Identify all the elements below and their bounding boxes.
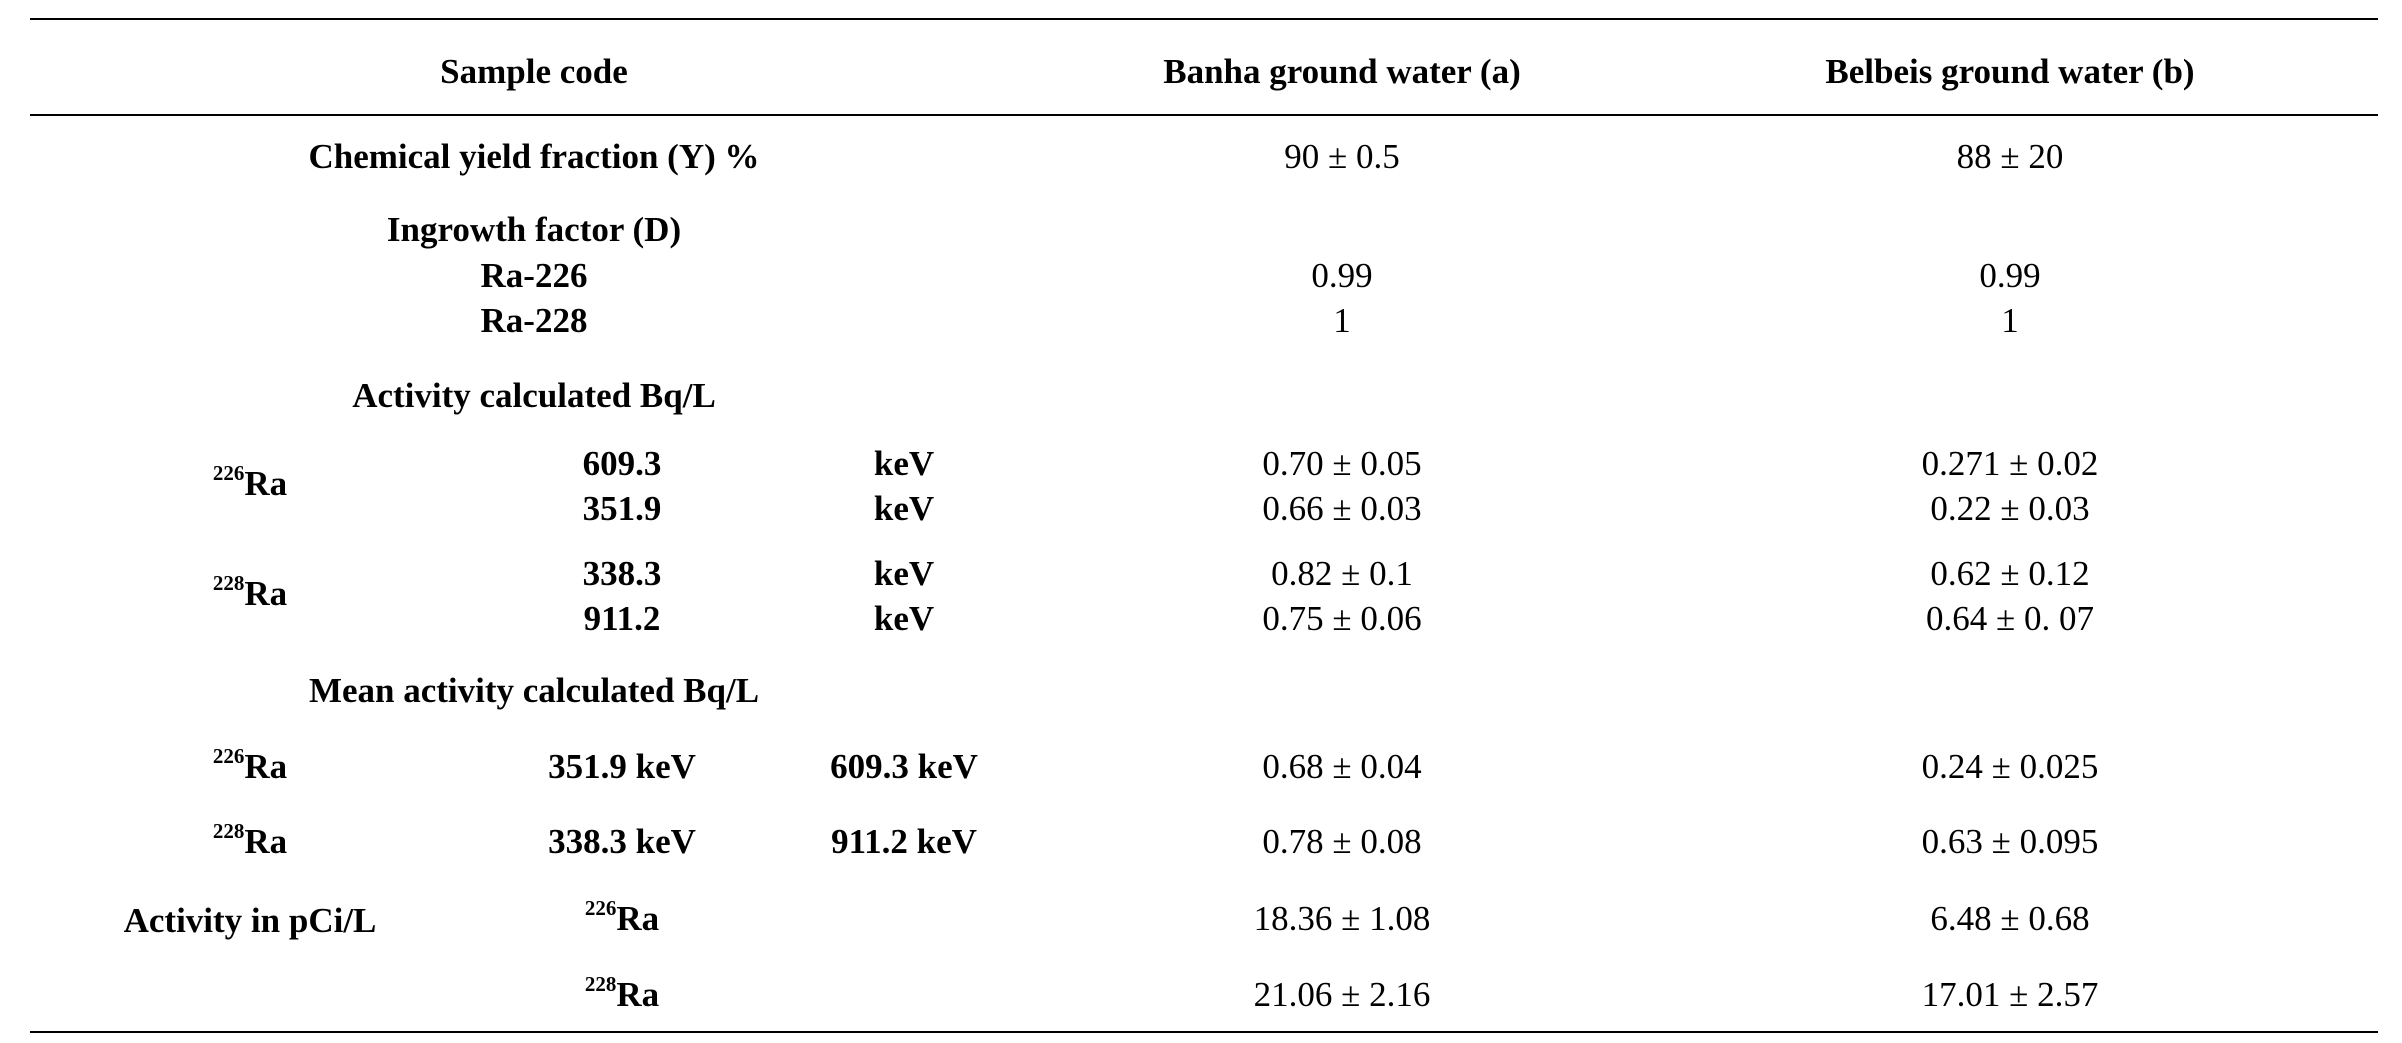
isotope-mass: 228 [212,571,245,595]
activity-ra228-a-2: 0.75 ± 0.06 [1262,599,1422,638]
activity-ra228-energy-1: 338.3 [582,554,662,593]
activity-ra226-isotope: 226Ra [213,463,288,503]
chemical-yield-b: 88 ± 20 [1956,137,2064,176]
activity-ra226-energy-2: 351.9 [582,489,662,528]
pci-ra226-b: 6.48 ± 0.68 [1930,899,2090,938]
isotope-mass: 228 [212,819,245,843]
mean-ra228-energy-2: 911.2 keV [831,822,977,861]
mean-ra228-b: 0.63 ± 0.095 [1921,822,2099,861]
mean-ra226-b: 0.24 ± 0.025 [1921,747,2099,786]
isotope-symbol: Ra [244,464,288,503]
mean-ra226-isotope: 226Ra [213,746,288,786]
pci-ra228-b: 17.01 ± 2.57 [1921,975,2099,1014]
ingrowth-label: Ingrowth factor (D) [386,210,682,249]
activity-ra226-unit-1: keV [873,444,935,483]
header-banha: Banha ground water (a) [1163,52,1521,91]
activity-ra228-unit-2: keV [873,599,935,638]
mean-ra226-energy-1: 351.9 keV [548,747,696,786]
activity-ra228-unit-1: keV [873,554,935,593]
mean-ra228-isotope: 228Ra [213,821,288,861]
activity-ra226-b-1: 0.271 ± 0.02 [1921,444,2099,483]
activity-ra228-energy-2: 911.2 [583,599,661,638]
ingrowth-ra228-b: 1 [2001,301,2019,340]
activity-ra228-b-1: 0.62 ± 0.12 [1930,554,2090,593]
mean-ra226-energy-2: 609.3 keV [830,747,978,786]
mean-activity-label: Mean activity calculated Bq/L [308,671,760,710]
activity-ra228-isotope: 228Ra [213,573,288,613]
activity-ra226-a-2: 0.66 ± 0.03 [1262,489,1422,528]
ingrowth-ra226-a: 0.99 [1311,256,1373,295]
header-sample-code: Sample code [440,52,628,91]
isotope-symbol: Ra [244,747,288,786]
mean-ra226-a: 0.68 ± 0.04 [1262,747,1422,786]
isotope-symbol: Ra [616,975,660,1014]
header-rule [30,114,2378,116]
ingrowth-ra226-label: Ra-226 [480,256,588,295]
top-rule [30,18,2378,20]
activity-ra226-energy-1: 609.3 [582,444,662,483]
isotope-mass: 226 [212,744,245,768]
isotope-symbol: Ra [616,899,660,938]
pci-ra228-a: 21.06 ± 2.16 [1253,975,1431,1014]
chemical-yield-a: 90 ± 0.5 [1284,137,1400,176]
isotope-symbol: Ra [244,574,288,613]
isotope-mass: 226 [584,896,617,920]
mean-ra228-energy-1: 338.3 keV [548,822,696,861]
activity-ra226-b-2: 0.22 ± 0.03 [1930,489,2090,528]
isotope-mass: 228 [584,972,617,996]
activity-ra228-a-1: 0.82 ± 0.1 [1271,554,1413,593]
isotope-symbol: Ra [244,822,288,861]
bottom-rule [30,1031,2378,1033]
chemical-yield-label: Chemical yield fraction (Y) % [308,137,760,176]
activity-ra226-unit-2: keV [873,489,935,528]
ingrowth-ra226-b: 0.99 [1979,256,2041,295]
ingrowth-ra228-label: Ra-228 [480,301,588,340]
pci-ra226-isotope: 226Ra [585,898,660,938]
header-belbeis: Belbeis ground water (b) [1825,52,2195,91]
activity-ra228-b-2: 0.64 ± 0. 07 [1926,599,2094,638]
activity-ra226-a-1: 0.70 ± 0.05 [1262,444,1422,483]
pci-ra228-isotope: 228Ra [585,974,660,1014]
ingrowth-ra228-a: 1 [1333,301,1351,340]
pci-label: Activity in pCi/L [123,901,377,940]
activity-label: Activity calculated Bq/L [352,376,716,415]
isotope-mass: 226 [212,461,245,485]
pci-ra226-a: 18.36 ± 1.08 [1253,899,1431,938]
mean-ra228-a: 0.78 ± 0.08 [1262,822,1422,861]
